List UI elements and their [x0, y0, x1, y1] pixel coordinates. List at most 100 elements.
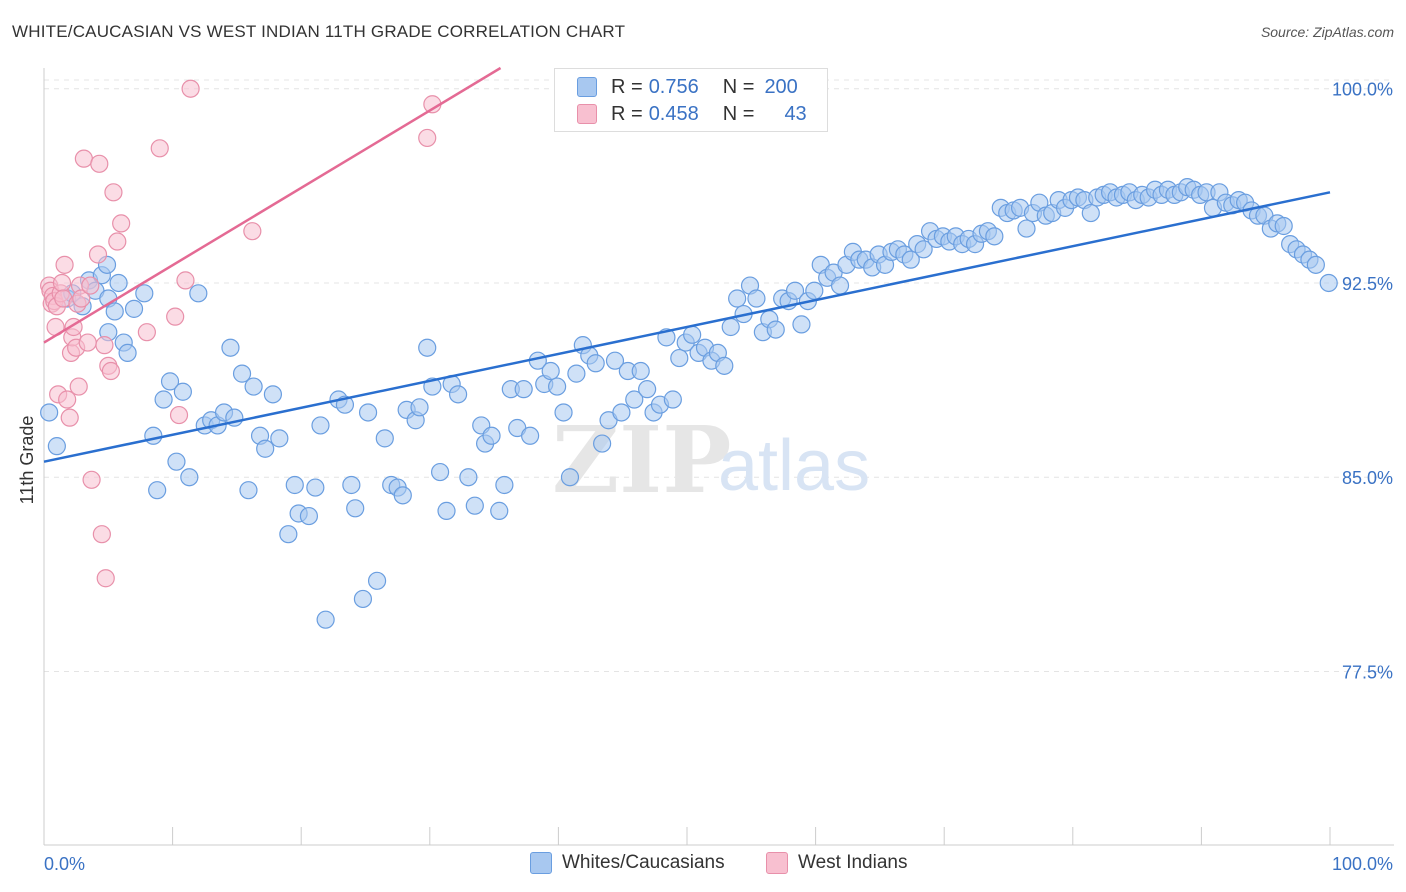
- point-west-indians[interactable]: [60, 408, 79, 427]
- point-whites[interactable]: [482, 426, 501, 445]
- point-west-indians[interactable]: [181, 79, 200, 98]
- point-west-indians[interactable]: [69, 377, 88, 396]
- point-west-indians[interactable]: [92, 525, 111, 544]
- point-whites[interactable]: [47, 437, 66, 456]
- point-whites[interactable]: [593, 434, 612, 453]
- point-whites[interactable]: [316, 610, 335, 629]
- point-whites[interactable]: [747, 289, 766, 308]
- point-west-indians[interactable]: [74, 149, 93, 168]
- point-whites[interactable]: [465, 496, 484, 515]
- point-whites[interactable]: [1274, 216, 1293, 236]
- point-whites[interactable]: [311, 416, 330, 435]
- point-west-indians[interactable]: [52, 273, 72, 293]
- point-whites[interactable]: [239, 481, 258, 500]
- point-whites[interactable]: [785, 281, 805, 300]
- point-whites[interactable]: [118, 343, 137, 362]
- point-whites[interactable]: [430, 462, 450, 482]
- point-west-indians[interactable]: [169, 405, 189, 425]
- point-whites[interactable]: [605, 351, 625, 370]
- series-legend-west-indians[interactable]: West Indians: [766, 852, 907, 874]
- point-whites[interactable]: [631, 361, 650, 381]
- point-whites[interactable]: [514, 380, 533, 399]
- point-west-indians[interactable]: [418, 128, 437, 148]
- point-whites[interactable]: [1319, 273, 1338, 293]
- point-whites[interactable]: [367, 571, 387, 590]
- point-whites[interactable]: [353, 589, 373, 609]
- point-west-indians[interactable]: [82, 470, 101, 489]
- point-west-indians[interactable]: [81, 276, 100, 295]
- point-whites[interactable]: [560, 468, 580, 487]
- point-west-indians[interactable]: [137, 323, 156, 342]
- point-whites[interactable]: [160, 372, 180, 391]
- point-west-indians[interactable]: [166, 307, 185, 326]
- point-whites[interactable]: [805, 281, 824, 300]
- point-west-indians[interactable]: [150, 139, 169, 158]
- point-whites[interactable]: [830, 276, 850, 295]
- point-whites[interactable]: [270, 429, 289, 448]
- point-whites[interactable]: [167, 452, 186, 471]
- point-whites[interactable]: [914, 240, 933, 259]
- point-whites[interactable]: [105, 302, 124, 321]
- point-whites[interactable]: [728, 289, 747, 308]
- point-west-indians[interactable]: [104, 183, 123, 202]
- point-whites[interactable]: [342, 475, 361, 495]
- point-west-indians[interactable]: [112, 214, 131, 233]
- point-whites[interactable]: [418, 338, 437, 357]
- point-west-indians[interactable]: [88, 245, 108, 264]
- point-whites[interactable]: [521, 426, 540, 445]
- point-whites[interactable]: [144, 426, 163, 445]
- point-whites[interactable]: [375, 429, 394, 448]
- point-whites[interactable]: [232, 364, 252, 383]
- point-whites[interactable]: [625, 390, 644, 409]
- point-whites[interactable]: [459, 468, 478, 487]
- point-whites[interactable]: [567, 364, 586, 383]
- series-legend-whites[interactable]: Whites/Caucasians: [530, 852, 725, 874]
- point-whites[interactable]: [40, 403, 59, 422]
- point-whites[interactable]: [638, 380, 657, 399]
- point-whites[interactable]: [766, 320, 785, 339]
- point-whites[interactable]: [135, 284, 154, 303]
- point-whites[interactable]: [244, 377, 263, 396]
- point-whites[interactable]: [1081, 203, 1100, 223]
- point-whites[interactable]: [299, 506, 319, 526]
- point-whites[interactable]: [306, 478, 325, 497]
- point-whites[interactable]: [586, 354, 605, 373]
- point-whites[interactable]: [663, 390, 682, 409]
- point-whites[interactable]: [448, 385, 468, 404]
- point-whites[interactable]: [189, 284, 208, 303]
- point-whites[interactable]: [670, 348, 689, 368]
- point-whites[interactable]: [495, 475, 514, 495]
- point-whites[interactable]: [548, 377, 567, 396]
- point-whites[interactable]: [393, 486, 412, 505]
- point-whites[interactable]: [612, 403, 631, 422]
- point-west-indians[interactable]: [243, 222, 262, 241]
- point-whites[interactable]: [721, 317, 740, 337]
- point-whites[interactable]: [410, 398, 429, 417]
- point-whites[interactable]: [124, 299, 144, 318]
- point-whites[interactable]: [715, 356, 734, 375]
- point-whites[interactable]: [490, 501, 509, 520]
- point-whites[interactable]: [683, 325, 702, 344]
- point-whites[interactable]: [792, 315, 811, 334]
- point-whites[interactable]: [279, 525, 298, 544]
- point-whites[interactable]: [173, 382, 192, 401]
- point-whites[interactable]: [346, 499, 365, 518]
- point-whites[interactable]: [154, 390, 173, 409]
- point-west-indians[interactable]: [101, 361, 120, 381]
- point-whites[interactable]: [554, 403, 573, 422]
- point-whites[interactable]: [263, 385, 283, 404]
- point-whites[interactable]: [358, 403, 378, 422]
- point-west-indians[interactable]: [58, 390, 77, 409]
- point-whites[interactable]: [985, 227, 1004, 246]
- point-whites[interactable]: [1017, 219, 1036, 238]
- point-west-indians[interactable]: [96, 569, 115, 588]
- point-west-indians[interactable]: [108, 232, 127, 251]
- point-west-indians[interactable]: [55, 255, 74, 274]
- point-whites[interactable]: [180, 468, 199, 487]
- point-whites[interactable]: [541, 361, 560, 381]
- point-whites[interactable]: [1306, 255, 1325, 274]
- point-west-indians[interactable]: [78, 333, 97, 352]
- point-west-indians[interactable]: [95, 336, 114, 355]
- point-west-indians[interactable]: [176, 271, 195, 290]
- point-west-indians[interactable]: [90, 154, 109, 173]
